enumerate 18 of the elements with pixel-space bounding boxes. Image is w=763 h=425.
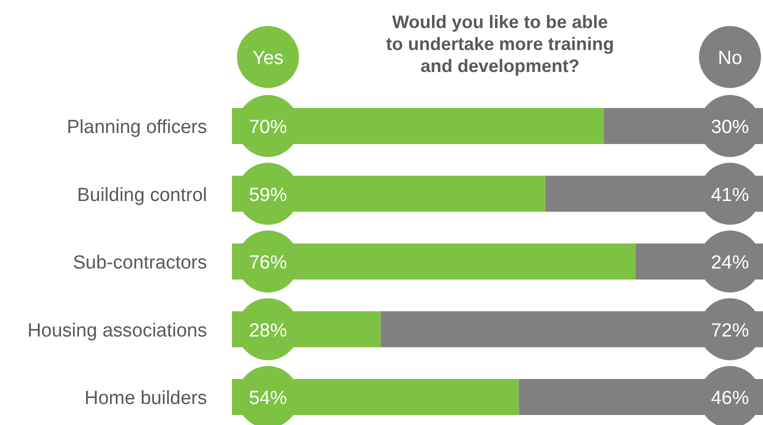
y-tick-label: Planning officers (66, 117, 207, 138)
data-label: 76% (248, 252, 288, 274)
data-label: 59% (248, 184, 288, 206)
data-label: 70% (248, 117, 288, 138)
y-tick-label: Sub-contractors (72, 252, 207, 274)
data-label: 24% (710, 252, 750, 274)
data-label: 46% (710, 388, 750, 409)
data-label: 28% (248, 320, 288, 342)
chart-title: Would you like to be able to undertake more training and development? (386, 12, 614, 76)
text: Yes (252, 48, 284, 69)
data-label: 72% (710, 320, 750, 342)
data-label: 41% (710, 184, 750, 206)
data-label: 54% (248, 388, 288, 409)
y-tick-label: Building control (77, 184, 207, 206)
y-tick-label: Home builders (84, 388, 207, 409)
y-tick-label: Housing associations (27, 320, 207, 342)
text: No (718, 48, 742, 69)
data-label: 30% (710, 117, 750, 138)
